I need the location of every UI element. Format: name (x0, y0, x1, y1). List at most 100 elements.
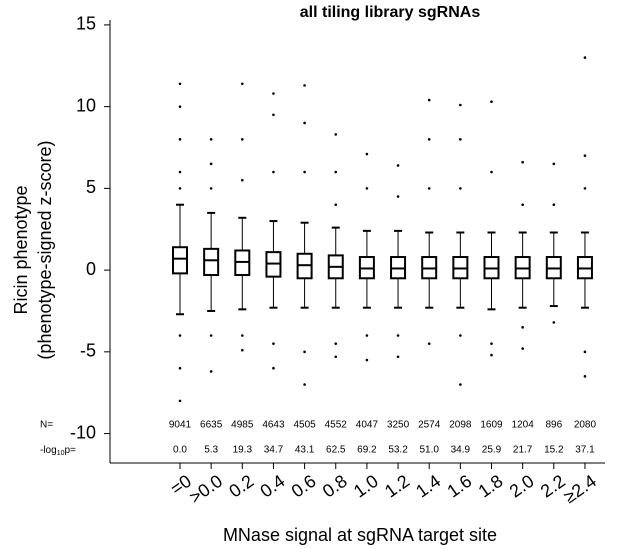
n-value: 1609 (480, 420, 503, 431)
flier (241, 348, 244, 352)
p-value: 25.9 (482, 445, 502, 456)
n-value: 4047 (356, 420, 379, 431)
flier (490, 100, 493, 104)
x-tick-label: 0.4 (256, 471, 288, 502)
flier (334, 203, 338, 207)
flier (178, 138, 182, 141)
n-value: 1204 (512, 420, 535, 431)
flier (521, 203, 524, 207)
p-value: 62.5 (326, 445, 346, 456)
flier (303, 350, 306, 354)
flier (521, 347, 524, 350)
flier (583, 56, 587, 59)
n-value: 3250 (387, 420, 410, 431)
n-value: 4552 (325, 420, 348, 431)
x-tick-label: 1.8 (475, 471, 507, 502)
y-tick-label: 5 (86, 177, 96, 197)
n-value: 4643 (262, 420, 285, 431)
flier (459, 383, 462, 386)
p-label-sub: 10 (57, 450, 65, 457)
x-tick-label: 1.2 (381, 471, 413, 502)
flier (365, 187, 369, 190)
flier (178, 334, 182, 337)
y-tick-label: -5 (80, 341, 96, 361)
p-value: 51.0 (419, 445, 439, 456)
n-value: 2098 (449, 420, 472, 431)
flier (459, 334, 462, 337)
flier (241, 334, 244, 337)
flier (396, 334, 400, 337)
flier (334, 170, 338, 174)
y-axis-label: (phenotype-signed z-score) (35, 140, 55, 359)
p-value: 21.7 (513, 445, 533, 456)
x-tick-label: 0.8 (319, 471, 351, 502)
box (172, 246, 188, 275)
p-value: 0.0 (173, 445, 187, 456)
flier (272, 342, 275, 345)
p-value: 69.2 (357, 445, 377, 456)
p-value: 15.2 (544, 445, 564, 456)
flier (303, 84, 306, 87)
y-tick-label: 0 (86, 259, 96, 279)
flier (521, 326, 524, 329)
p-value: 34.7 (264, 445, 284, 456)
p-value: 37.1 (575, 445, 595, 456)
flier (209, 187, 213, 190)
flier (334, 342, 338, 345)
box (203, 247, 220, 277)
x-axis-label: MNase signal at sgRNA target site (223, 525, 497, 545)
n-value: 4505 (293, 420, 316, 431)
n-value: 9041 (169, 420, 192, 431)
n-value: 6635 (200, 420, 223, 431)
p-value: 34.9 (451, 445, 471, 456)
flier (427, 138, 431, 141)
flier (178, 187, 182, 190)
flier (272, 366, 275, 370)
flier (178, 105, 182, 108)
n-value: 2574 (418, 420, 441, 431)
flier (178, 399, 182, 403)
flier (365, 152, 369, 156)
flier (178, 82, 182, 86)
flier (272, 113, 275, 117)
x-tick-label: 0.6 (288, 471, 320, 502)
flier (459, 103, 462, 107)
flier (209, 138, 213, 141)
flier (552, 203, 556, 207)
p-label-prefix: -log (40, 445, 57, 456)
flier (427, 98, 431, 102)
flier (583, 350, 587, 354)
n-value: 4985 (231, 420, 254, 431)
flier (272, 92, 275, 95)
x-tick-label: 1.0 (350, 471, 382, 502)
flier (303, 170, 306, 174)
flier (303, 121, 306, 125)
flier (241, 178, 244, 182)
p-label-suffix: p= (64, 445, 76, 456)
n-value: 896 (545, 420, 562, 431)
n-row-label: N= (40, 420, 53, 431)
p-row-label: -log10p= (40, 445, 76, 457)
flier (178, 366, 182, 370)
flier (459, 138, 462, 141)
x-tick-label: >0.0 (186, 471, 227, 508)
p-value: 5.3 (204, 445, 218, 456)
p-value: 19.3 (233, 445, 253, 456)
x-tick-label: 2.0 (506, 471, 538, 502)
flier (209, 334, 213, 337)
flier (272, 170, 275, 174)
flier (490, 170, 493, 174)
flier (490, 342, 493, 345)
y-tick-label: 10 (76, 95, 96, 115)
flier (490, 353, 493, 357)
flier (583, 375, 587, 378)
x-tick-label: 0.2 (225, 471, 257, 502)
x-tick-label: 1.6 (443, 471, 475, 502)
chart-title: all tiling library sgRNAs (300, 4, 481, 21)
n-value: 2080 (574, 420, 597, 431)
flier (365, 334, 369, 337)
flier (303, 383, 306, 386)
flier (241, 138, 244, 141)
flier (583, 154, 587, 157)
